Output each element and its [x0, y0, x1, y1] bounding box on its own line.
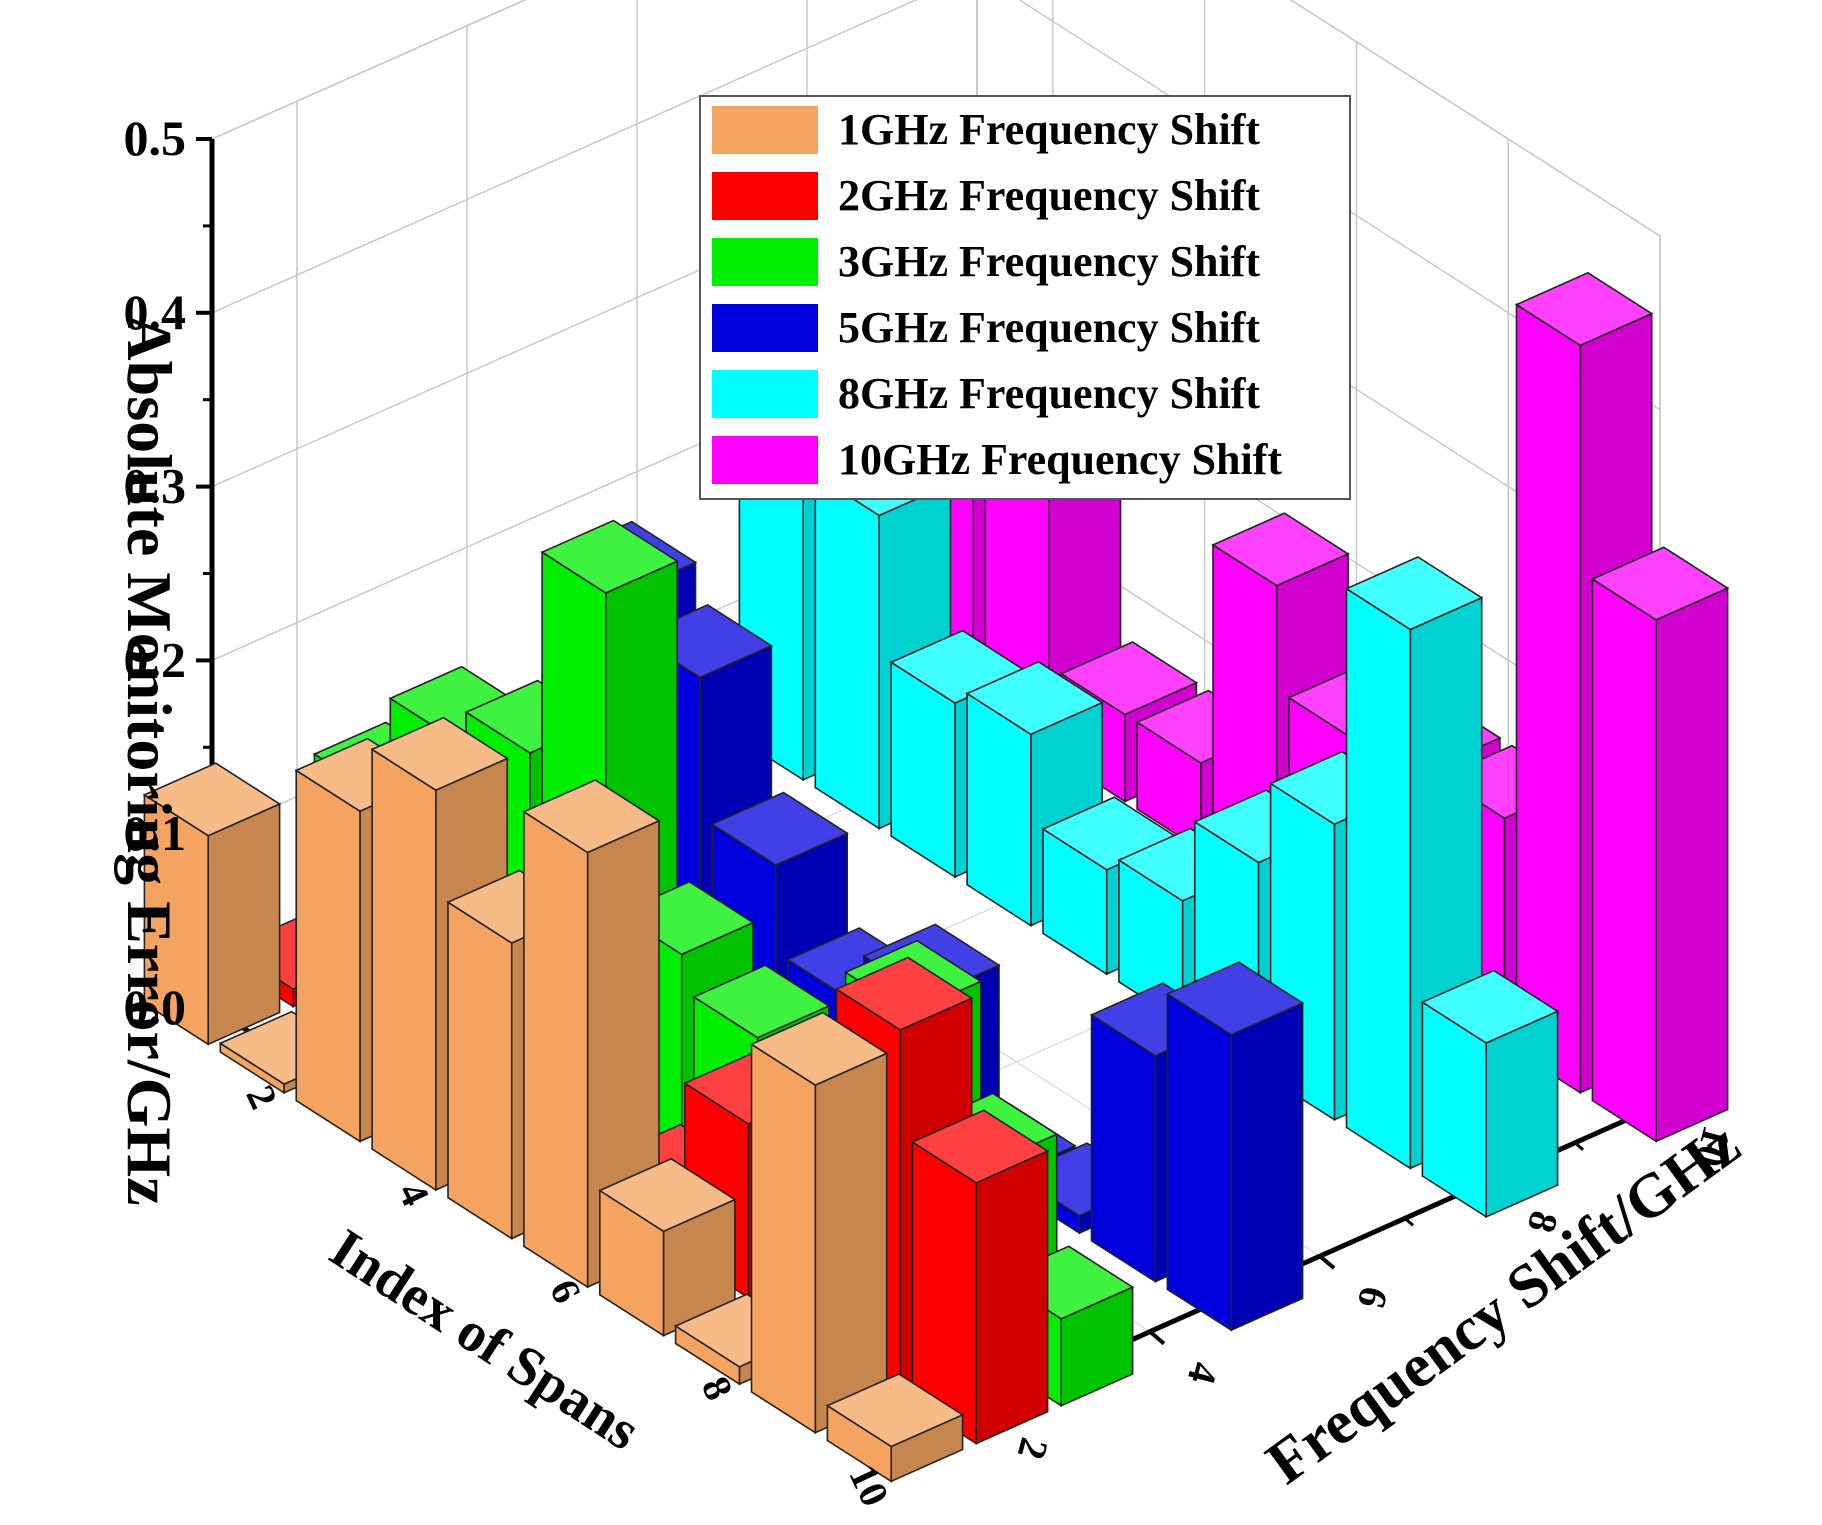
y-tick-label: 2 [1009, 1433, 1058, 1464]
bar-1ghz-frequency-shift-span-7 [598, 1157, 737, 1338]
bar-face-top [598, 1157, 737, 1233]
bar-face-top [749, 1011, 889, 1087]
bar-1ghz-frequency-shift-span-10 [825, 1373, 965, 1483]
bar-face-front [1230, 1001, 1304, 1332]
bar-face-side [814, 473, 880, 830]
y-minor-tick [1574, 1141, 1584, 1151]
x-tick-label: 2 [238, 1078, 287, 1115]
bar-face-side [750, 1042, 817, 1435]
y-tick-label: 4 [1179, 1358, 1228, 1389]
z-axis-title: Absolute Monitoring Error/GHz [114, 314, 185, 1205]
z-tick-label: 0.3 [124, 458, 187, 514]
bar-face-front [1485, 1010, 1559, 1219]
bar-face-top [692, 964, 831, 1039]
x-tick-label: 4 [389, 1175, 438, 1212]
legend-label: 10GHz Frequency Shift [838, 435, 1282, 484]
bar-face-top [910, 1109, 1050, 1184]
bar-face-side [1591, 577, 1657, 1143]
z-tick-label: 0.5 [124, 110, 187, 166]
bar-face-side [1515, 303, 1582, 1095]
bar-face-front [975, 1149, 1049, 1445]
bar-face-top [522, 779, 661, 854]
z-tick-label: 0.2 [124, 631, 187, 687]
bar-face-top [1420, 969, 1560, 1044]
bar-face-side [447, 900, 513, 1240]
legend-swatch [712, 436, 818, 484]
bar-1ghz-frequency-shift-span-9 [749, 1011, 889, 1435]
bar-face-top [1514, 271, 1654, 347]
y-minor-tick [1404, 1217, 1414, 1227]
bar-2ghz-frequency-shift-span-10 [910, 1109, 1050, 1445]
legend-label: 5GHz Frequency Shift [838, 303, 1260, 352]
chart-bars [142, 271, 1730, 1483]
z-tick-label: 0.4 [124, 284, 187, 340]
bar-face-top [834, 956, 974, 1031]
bar-face-side [523, 810, 589, 1289]
bar-face-top [370, 716, 509, 792]
bar-face-top [1211, 512, 1350, 587]
bar-face-side [371, 747, 437, 1192]
legend-box [699, 95, 1351, 500]
bar-face-top [540, 519, 679, 594]
x-tick-label: 8 [693, 1370, 742, 1407]
z-tick-label: 0.1 [124, 805, 187, 861]
bar-face-top [825, 1373, 965, 1448]
legend-swatch [712, 238, 818, 286]
legend-swatch [712, 370, 818, 418]
bar-10ghz-frequency-shift-span-10 [1590, 546, 1730, 1143]
legend-label: 8GHz Frequency Shift [838, 369, 1260, 418]
bar-1ghz-frequency-shift-span-6 [522, 779, 661, 1289]
y-tick [1318, 1254, 1336, 1270]
bar-face-top [1344, 556, 1484, 631]
bar-face-front [1655, 586, 1729, 1143]
bar-face-top [710, 791, 849, 866]
bar-face-front [207, 802, 281, 1046]
bar-1ghz-frequency-shift-span-1 [142, 762, 282, 1046]
z-tick-label: 0.0 [124, 979, 187, 1035]
y-tick [1148, 1330, 1166, 1346]
legend-label: 2GHz Frequency Shift [838, 171, 1260, 220]
bar-face-front [814, 1052, 888, 1434]
bar-face-side [1166, 992, 1232, 1332]
bar-face-side [295, 768, 361, 1143]
x-tick-label: 6 [541, 1273, 590, 1310]
legend: 1GHz Frequency Shift 2GHz Frequency Shift… [699, 95, 1351, 500]
bar-face-top [1590, 546, 1730, 621]
bar-face-top [1165, 961, 1305, 1036]
legend-swatch [712, 304, 818, 352]
bar-face-top [965, 660, 1104, 736]
bar-face-side [1090, 1013, 1157, 1284]
bar-face-side [1345, 587, 1412, 1170]
legend-swatch [712, 106, 818, 154]
y-tick-label: 6 [1349, 1282, 1398, 1313]
legend-label: 3GHz Frequency Shift [838, 237, 1260, 286]
bar-8ghz-frequency-shift-span-10 [1420, 969, 1560, 1219]
legend-swatch [712, 172, 818, 220]
bar-face-top [1059, 641, 1199, 716]
bar-5ghz-frequency-shift-span-10 [1165, 961, 1305, 1332]
legend-label: 1GHz Frequency Shift [838, 105, 1260, 154]
bar-face-top [142, 762, 282, 837]
